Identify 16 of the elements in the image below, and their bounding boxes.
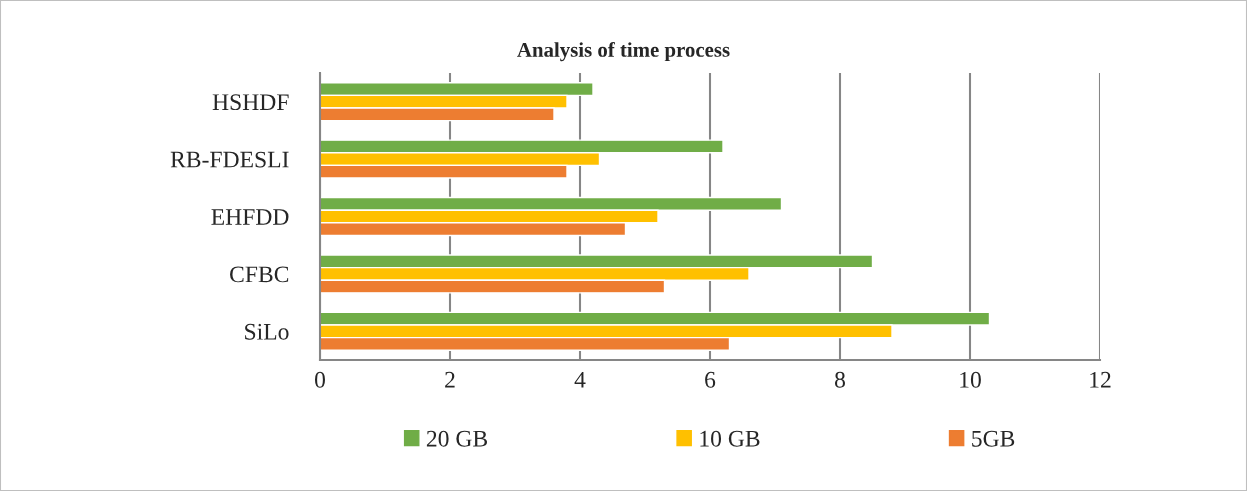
y-tick-label: HSHDF <box>212 94 289 111</box>
legend-label: 20 GB <box>426 430 488 447</box>
x-tick-label: 8 <box>835 371 845 388</box>
legend-label: 5GB <box>972 430 1015 447</box>
y-tick-label: CFBC <box>230 266 289 283</box>
chart-title: Analysis of time process <box>517 42 730 62</box>
y-tick-label: SiLo <box>245 323 289 340</box>
y-tick-label: RB-FDESLI <box>170 151 289 168</box>
x-tick-label: 2 <box>445 371 455 388</box>
legend-label: 10 GB <box>700 430 760 447</box>
x-tick-label: 6 <box>705 371 716 388</box>
x-tick-label: 10 <box>960 371 981 388</box>
x-tick-label: 12 <box>1090 371 1111 388</box>
x-tick-label: 4 <box>574 371 586 388</box>
x-tick-label: 0 <box>315 371 325 388</box>
y-tick-label: EHFDD <box>211 209 289 225</box>
